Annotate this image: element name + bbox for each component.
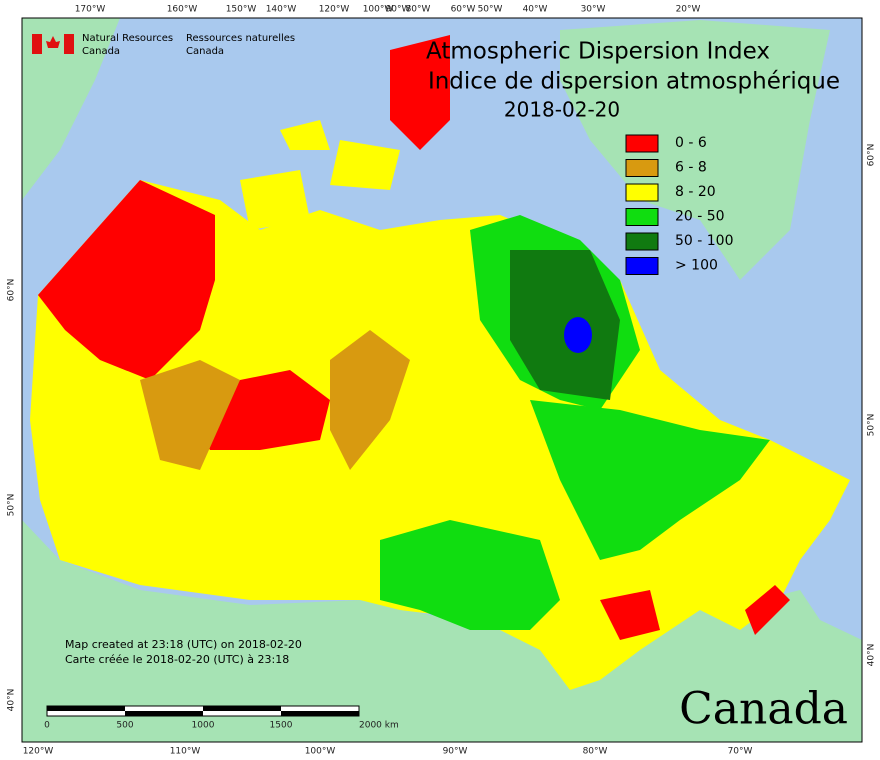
org-text: Ressources naturelles bbox=[186, 33, 295, 44]
nw-red bbox=[38, 180, 215, 380]
legend-label: > 100 bbox=[675, 258, 718, 274]
labrador-darkgreen bbox=[510, 250, 620, 400]
longitude-label: 120°W bbox=[23, 747, 54, 757]
scale-label: 1000 bbox=[192, 721, 215, 731]
longitude-label: 40°W bbox=[523, 5, 548, 15]
longitude-label: 80°W bbox=[583, 747, 608, 757]
longitude-label: 120°W bbox=[319, 5, 350, 15]
scale-bar bbox=[46, 705, 360, 717]
longitude-label: 100°W bbox=[305, 747, 336, 757]
scale-seg bbox=[125, 711, 203, 716]
scale-seg bbox=[47, 706, 125, 711]
latitude-label: 50°N bbox=[867, 414, 877, 437]
west-orange bbox=[140, 360, 240, 470]
greenland-land bbox=[560, 20, 830, 280]
latitude-label: 40°N bbox=[867, 644, 877, 667]
legend-swatch bbox=[625, 257, 659, 275]
org-text: Canada bbox=[82, 46, 120, 57]
maple-leaf bbox=[46, 36, 60, 48]
org-text: Canada bbox=[186, 46, 224, 57]
blue-spot bbox=[564, 317, 592, 353]
legend-label: 20 - 50 bbox=[675, 209, 725, 225]
map-frame bbox=[21, 17, 863, 743]
longitude-label: 80°W bbox=[406, 5, 431, 15]
longitude-label: 50°W bbox=[478, 5, 503, 15]
quebec-green bbox=[530, 400, 770, 560]
scale-label: 1500 bbox=[270, 721, 293, 731]
se-red bbox=[600, 590, 660, 640]
legend-swatch bbox=[625, 208, 659, 226]
legend: 0 - 6 6 - 8 8 - 20 20 - 50 50 - 100 > 100 bbox=[625, 134, 734, 275]
scale-label: 500 bbox=[116, 721, 133, 731]
longitude-label: 90°W bbox=[386, 5, 411, 15]
legend-label: 0 - 6 bbox=[675, 135, 707, 151]
scale-label: 2000 km bbox=[359, 721, 399, 731]
scale-seg bbox=[281, 711, 359, 716]
legend-swatch bbox=[625, 134, 659, 153]
longitude-label: 170°W bbox=[75, 5, 106, 15]
legend-label: 8 - 20 bbox=[675, 184, 716, 200]
latitude-label: 60°N bbox=[7, 279, 17, 302]
logo: Natural Resources Canada Ressources natu… bbox=[32, 33, 295, 57]
flag-bar bbox=[32, 34, 42, 54]
longitude-label: 150°W bbox=[226, 5, 257, 15]
latitude-label: 50°N bbox=[7, 494, 17, 517]
legend-label: 50 - 100 bbox=[675, 233, 734, 249]
latitude-label: 40°N bbox=[7, 689, 17, 712]
latitude-label: 60°N bbox=[867, 144, 877, 167]
arctic-islands bbox=[240, 120, 400, 230]
longitude-label: 90°W bbox=[443, 747, 468, 757]
canada-mainland bbox=[30, 180, 850, 690]
russia-land bbox=[22, 18, 120, 200]
longitude-label: 60°W bbox=[451, 5, 476, 15]
note: Map created at 23:18 (UTC) on 2018-02-20 bbox=[65, 638, 302, 651]
graticule-labels: 170°W 160°W 150°W 140°W 120°W 100°W90°W80°W 60… bbox=[7, 5, 877, 757]
map-date: 2018-02-20 bbox=[504, 98, 620, 122]
map-title: Indice de dispersion atmosphérique bbox=[428, 69, 840, 95]
longitude-label: 100°W bbox=[363, 5, 394, 15]
map-title: Atmospheric Dispersion Index bbox=[426, 39, 770, 65]
longitude-label: 160°W bbox=[167, 5, 198, 15]
longitude-label: 140°W bbox=[266, 5, 297, 15]
ellesmere-red bbox=[390, 35, 450, 150]
legend-swatch bbox=[625, 183, 659, 202]
longitude-label: 110°W bbox=[170, 747, 201, 757]
longitude-label: 20°W bbox=[676, 5, 701, 15]
longitude-label: 30°W bbox=[581, 5, 606, 15]
note: Carte créée le 2018-02-20 (UTC) à 23:18 bbox=[65, 653, 289, 666]
legend-swatch bbox=[625, 232, 659, 251]
hudson-orange bbox=[330, 330, 410, 470]
ns-red bbox=[745, 585, 790, 635]
frame-border bbox=[21, 17, 863, 743]
longitude-label: 70°W bbox=[728, 747, 753, 757]
org-text: Natural Resources bbox=[82, 33, 173, 44]
scale-label: 0 bbox=[44, 721, 50, 731]
usa-land bbox=[22, 520, 862, 742]
legend-swatch bbox=[625, 159, 659, 177]
wordmark: Canada bbox=[679, 684, 848, 735]
flag-bar bbox=[64, 34, 74, 54]
ontario-green bbox=[380, 520, 560, 630]
legend-label: 6 - 8 bbox=[675, 160, 707, 176]
scale-seg bbox=[203, 706, 281, 711]
